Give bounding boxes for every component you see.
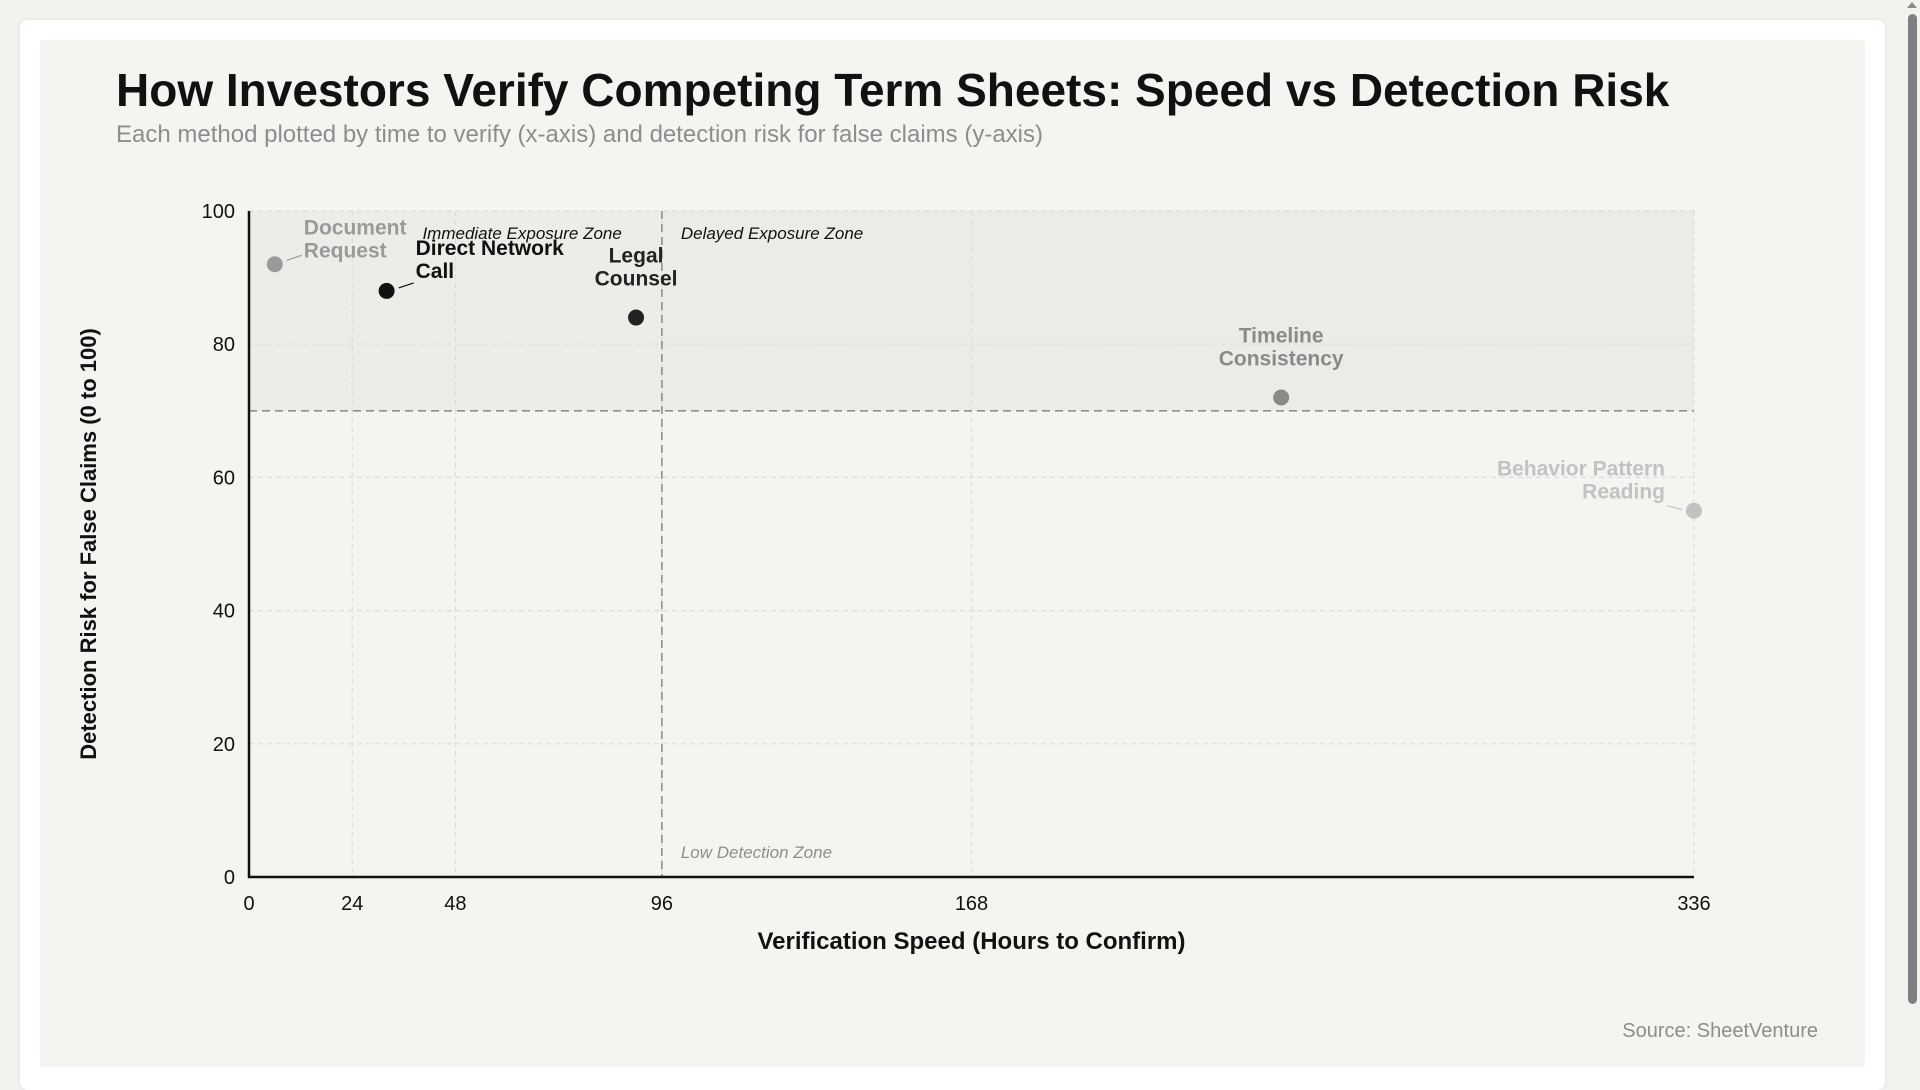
point-label-line: Behavior Pattern xyxy=(1497,458,1665,481)
point-leader-line xyxy=(1666,505,1683,511)
point-label-line: Direct Network xyxy=(416,237,565,260)
point-label-line: Timeline xyxy=(1239,324,1324,347)
point-leader-line xyxy=(398,282,414,289)
point-label: Behavior Pattern Reading xyxy=(1497,458,1665,504)
point-label-line: Consistency xyxy=(1219,347,1344,370)
point-label: Legal Counsel xyxy=(595,245,678,291)
chart-title: How Investors Verify Competing Term Shee… xyxy=(116,64,1670,116)
source-note: Source: SheetVenture xyxy=(1622,1020,1818,1042)
data-point xyxy=(1273,389,1290,406)
x-tick-label: 336 xyxy=(1677,893,1710,915)
scrollbar-thumb[interactable] xyxy=(1908,14,1917,1004)
data-point-group: Direct Network Call xyxy=(378,237,565,299)
data-point xyxy=(628,309,645,326)
point-label-line: Call xyxy=(416,260,455,283)
y-tick-label: 100 xyxy=(202,201,235,223)
scroll-up-arrow-icon[interactable] xyxy=(1907,2,1917,8)
x-tick-label: 168 xyxy=(955,893,988,915)
point-label-line: Counsel xyxy=(595,268,678,291)
data-point-group: Document Request xyxy=(266,216,407,273)
point-label: Document Request xyxy=(304,216,407,262)
point-label-line: Request xyxy=(304,239,387,262)
y-tick-label: 60 xyxy=(213,467,235,489)
y-axis-title: Detection Risk for False Claims (0 to 10… xyxy=(76,328,101,760)
data-point-group: Timeline Consistency xyxy=(1219,324,1344,406)
point-label-line: Document xyxy=(304,216,407,239)
data-point-group: Behavior Pattern Reading xyxy=(1497,458,1702,519)
point-label-line: Legal xyxy=(609,245,664,268)
point-label: Timeline Consistency xyxy=(1219,324,1344,370)
axis-layer xyxy=(247,211,1694,879)
data-point-group: Legal Counsel xyxy=(595,245,678,326)
delayed-exposure-zone-area xyxy=(661,211,1694,411)
tick-layer: 0 24 48 96 168 336 0 20 40 60 80 100 xyxy=(202,201,1711,915)
point-label: Direct Network Call xyxy=(416,237,565,283)
data-point xyxy=(266,256,283,273)
x-axis-title: Verification Speed (Hours to Confirm) xyxy=(757,928,1185,955)
zone-label: Delayed Exposure Zone xyxy=(681,224,863,243)
point-leader-line xyxy=(286,254,302,261)
threshold-layer xyxy=(249,211,1694,877)
chart-subtitle: Each method plotted by time to verify (x… xyxy=(116,121,1043,148)
data-point xyxy=(1686,502,1702,519)
point-label-line: Reading xyxy=(1582,481,1665,504)
x-tick-label: 24 xyxy=(341,893,363,915)
zone-label: Immediate Exposure Zone xyxy=(422,224,621,243)
y-tick-label: 40 xyxy=(213,601,235,623)
y-tick-label: 20 xyxy=(213,734,235,756)
zone-label-layer: Immediate Exposure Zone Delayed Exposure … xyxy=(422,224,863,862)
data-point xyxy=(378,282,395,299)
y-tick-label: 80 xyxy=(213,334,235,356)
x-tick-label: 0 xyxy=(243,893,254,915)
x-tick-label: 48 xyxy=(444,893,466,915)
zone-label: Low Detection Zone xyxy=(681,843,832,862)
y-tick-label: 0 xyxy=(224,867,235,889)
x-tick-label: 96 xyxy=(651,893,673,915)
